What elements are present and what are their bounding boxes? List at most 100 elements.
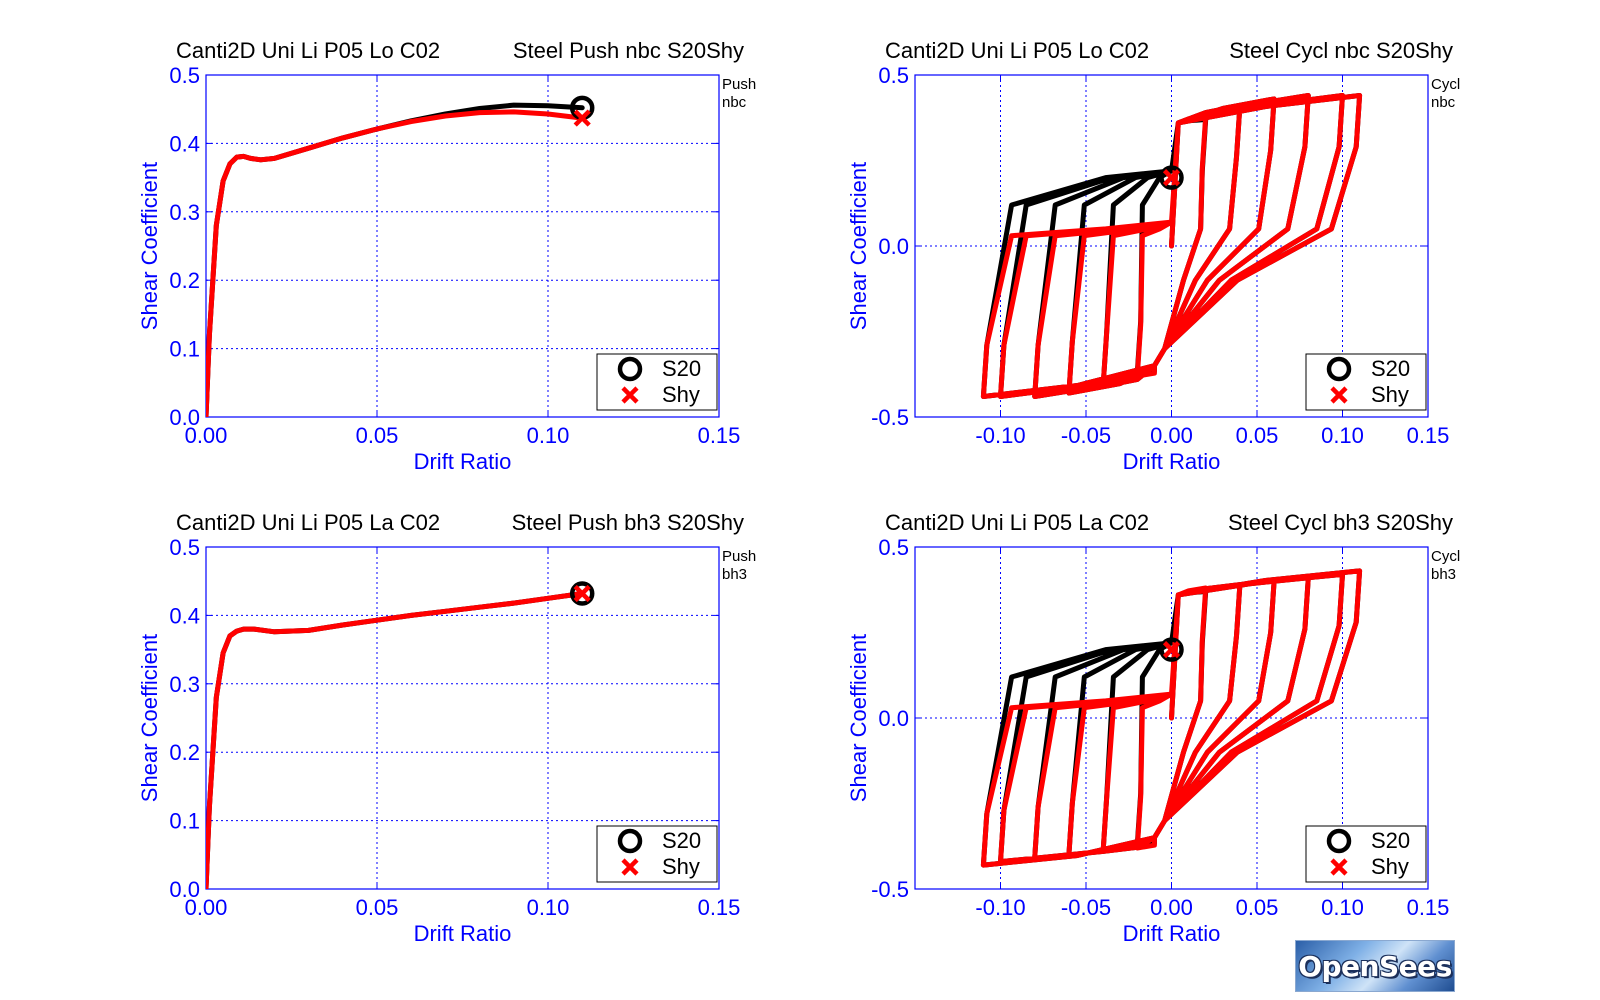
chart-panel-1: 0.00 0.05 0.10 0.15 0.0 0.1 0.2 0.3 0.4 0.5Canti2…: [137, 38, 756, 474]
x-tick-label: -0.10: [975, 423, 1025, 448]
legend-label-shy: Shy: [1371, 854, 1409, 879]
chart-panel-4: -0.10 -0.05 0.00 0.05 0.10 0.15 -0.5 0.0 0.5Cant…: [846, 510, 1460, 946]
legend-marker-shy: [1330, 858, 1348, 876]
legend-marker-shy: [621, 386, 639, 404]
grid-lines: [206, 547, 719, 889]
chart-panel-2: -0.10 -0.05 0.00 0.05 0.10 0.15 -0.5 0.0 0.5Cant…: [846, 38, 1460, 474]
legend-box: [596, 825, 718, 883]
legend-label-shy: Shy: [662, 854, 700, 879]
series-marker-shy: [1162, 641, 1181, 659]
y-tick-label: 0.5: [878, 63, 909, 88]
x-tick-label: 0.10: [1321, 895, 1364, 920]
chart-title-right: Steel Cycl bh3 S20Shy: [1228, 510, 1453, 535]
grid-lines: [206, 75, 719, 417]
x-tick-label: 0.00: [1150, 423, 1193, 448]
series-marker-shy: [573, 109, 591, 127]
y-tick-label: 0.2: [169, 740, 200, 765]
y-tick-label: 0.0: [169, 405, 200, 430]
x-tick-label: -0.05: [1061, 895, 1111, 920]
y-tick-label: 0.3: [169, 200, 200, 225]
y-tick-label: 0.2: [169, 268, 200, 293]
x-tick-label: 0.05: [1236, 895, 1279, 920]
y-axis-label: Shear Coefficient: [846, 634, 871, 802]
series-group: [206, 102, 585, 417]
opensees-logo: OpenSees: [1295, 940, 1455, 992]
legend-marker-shy: [621, 858, 639, 876]
y-tick-label: -0.5: [871, 405, 909, 430]
series-group: [206, 591, 585, 889]
legend-label-s20: S20: [1371, 828, 1410, 853]
corner-label: bh3: [722, 566, 747, 583]
series-group: [980, 568, 1363, 868]
legend-box: [596, 353, 718, 411]
legend-label-s20: S20: [662, 356, 701, 381]
x-tick-label: 0.10: [527, 895, 570, 920]
corner-label: nbc: [722, 94, 747, 111]
x-tick-label: -0.05: [1061, 423, 1111, 448]
chart-title-right: Steel Push nbc S20Shy: [513, 38, 744, 63]
chart-title-left: Canti2D Uni Li P05 La C02: [885, 510, 1149, 535]
chart-title-left: Canti2D Uni Li P05 Lo C02: [176, 38, 440, 63]
y-tick-label: 0.0: [169, 877, 200, 902]
series-group: [980, 93, 1363, 399]
x-tick-label: 0.15: [698, 423, 741, 448]
opensees-logo-text: OpenSees: [1298, 950, 1452, 983]
x-axis-label: Drift Ratio: [414, 449, 512, 474]
series-line-shy: [980, 568, 1363, 868]
x-tick-label: 0.05: [356, 423, 399, 448]
y-tick-label: 0.4: [169, 603, 200, 628]
legend: S20Shy: [1305, 353, 1427, 411]
x-tick-label: 0.05: [356, 895, 399, 920]
legend-label-shy: Shy: [662, 382, 700, 407]
corner-label: Cycl: [1431, 548, 1460, 565]
legend: S20Shy: [1305, 825, 1427, 883]
series-marker-shy: [573, 584, 591, 603]
x-tick-label: 0.00: [1150, 895, 1193, 920]
series-line-shy: [206, 109, 585, 417]
x-tick-label: 0.00: [185, 895, 228, 920]
y-tick-label: 0.1: [169, 337, 200, 362]
y-axis-label: Shear Coefficient: [137, 634, 162, 802]
x-tick-label: 0.15: [1407, 423, 1450, 448]
x-tick-label: -0.10: [975, 895, 1025, 920]
legend-marker-s20: [1326, 828, 1352, 854]
x-tick-label: 0.00: [185, 423, 228, 448]
legend-box: [1305, 825, 1427, 883]
series-line-s20: [206, 102, 585, 417]
series-line-shy: [980, 93, 1363, 399]
corner-label: bh3: [1431, 566, 1456, 583]
chart-title-left: Canti2D Uni Li P05 Lo C02: [885, 38, 1149, 63]
series-line-shy: [206, 591, 585, 889]
series-line-s20: [980, 93, 1363, 399]
chart-title-right: Steel Cycl nbc S20Shy: [1229, 38, 1453, 63]
legend-label-shy: Shy: [1371, 382, 1409, 407]
y-tick-label: 0.4: [169, 131, 200, 156]
legend-marker-s20: [617, 828, 643, 854]
legend: S20Shy: [596, 825, 718, 883]
x-tick-label: 0.15: [1407, 895, 1450, 920]
corner-label: Push: [722, 548, 756, 565]
legend: S20Shy: [596, 353, 718, 411]
y-tick-label: 0.5: [169, 63, 200, 88]
chart-title-left: Canti2D Uni Li P05 La C02: [176, 510, 440, 535]
corner-label: nbc: [1431, 94, 1456, 111]
y-tick-label: -0.5: [871, 877, 909, 902]
x-tick-label: 0.15: [698, 895, 741, 920]
y-axis-label: Shear Coefficient: [137, 162, 162, 330]
y-tick-label: 0.5: [878, 535, 909, 560]
y-tick-label: 0.1: [169, 809, 200, 834]
series-line-s20: [980, 568, 1363, 868]
series-marker-s20: [1159, 165, 1184, 190]
corner-label: Push: [722, 76, 756, 93]
x-axis-label: Drift Ratio: [414, 921, 512, 946]
y-tick-label: 0.3: [169, 672, 200, 697]
legend-box: [1305, 353, 1427, 411]
y-tick-label: 0.0: [878, 706, 909, 731]
y-tick-label: 0.0: [878, 234, 909, 259]
x-tick-label: 0.05: [1236, 423, 1279, 448]
x-axis-label: Drift Ratio: [1123, 449, 1221, 474]
legend-label-s20: S20: [662, 828, 701, 853]
chart-panel-3: 0.00 0.05 0.10 0.15 0.0 0.1 0.2 0.3 0.4 0.5Canti2…: [137, 510, 756, 946]
plot-frame: [205, 74, 720, 418]
